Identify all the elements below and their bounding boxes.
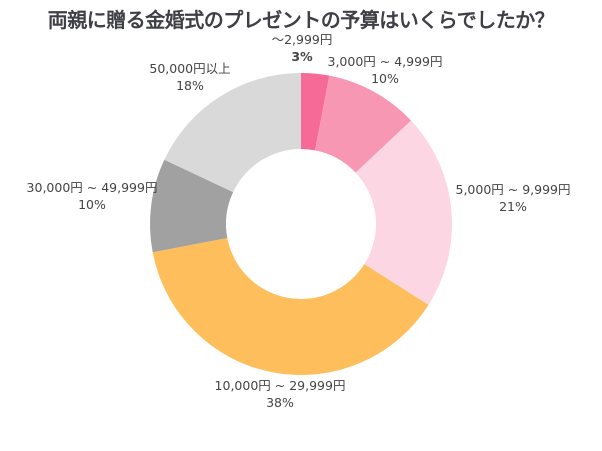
category-label: 50,000円以上	[149, 61, 230, 76]
donut-segment	[164, 73, 301, 193]
value-label: 21%	[499, 199, 527, 214]
value-label: 3%	[291, 49, 313, 64]
chart-title: 両親に贈る金婚式のプレゼントの予算はいくらでしたか？	[47, 8, 555, 32]
donut-segment	[152, 238, 429, 376]
donut-segment	[315, 75, 412, 173]
category-label: 5,000円 ~ 9,999円	[456, 182, 571, 197]
category-label: ～2,999円	[272, 32, 333, 47]
donut-segment	[150, 159, 234, 253]
category-label: 10,000円 ~ 29,999円	[215, 378, 346, 393]
donut-segment	[355, 120, 453, 305]
value-label: 10%	[371, 71, 399, 86]
donut-segment	[301, 73, 330, 151]
category-label: 3,000円 ~ 4,999円	[328, 54, 443, 69]
value-label: 18%	[176, 78, 204, 93]
value-label: 10%	[78, 197, 106, 212]
category-label: 30,000円 ~ 49,999円	[27, 180, 158, 195]
value-label: 38%	[266, 395, 294, 410]
